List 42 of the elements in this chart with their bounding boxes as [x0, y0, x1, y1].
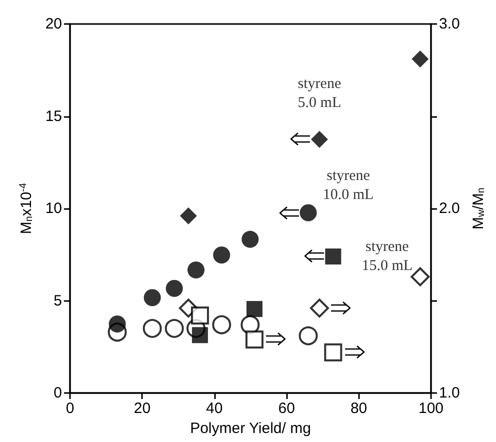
y-tick-label: 10	[45, 200, 62, 217]
point	[164, 318, 184, 338]
point	[108, 316, 126, 332]
x-tick-label: 100	[418, 400, 444, 417]
y2-tick-label: 3.0	[439, 16, 460, 32]
point	[246, 301, 262, 318]
x-axis-title: Polymer Yield/ mg	[190, 420, 311, 437]
x-tick-label: 60	[278, 400, 295, 417]
point	[245, 330, 264, 348]
series-label: styrene 5.0 mL	[298, 76, 342, 111]
x-tick-label: 40	[206, 400, 223, 417]
point	[180, 207, 197, 224]
y-tick-label: 5	[54, 292, 62, 310]
y-tick-label: 15	[45, 108, 62, 125]
point	[325, 248, 342, 264]
point	[412, 50, 429, 68]
point	[324, 343, 342, 362]
y2-tick-label: 1.0	[439, 384, 460, 402]
point	[298, 326, 318, 346]
point	[190, 306, 209, 325]
point	[144, 289, 161, 306]
point	[142, 318, 162, 338]
y-tick-label: 20	[45, 16, 62, 32]
x-tick-label: 80	[350, 400, 368, 417]
x-tick-label: 20	[134, 400, 151, 417]
point	[213, 246, 230, 264]
point	[310, 130, 328, 148]
y-tick-label: 0	[54, 384, 62, 402]
point	[310, 298, 329, 318]
series-label: styrene 10.0 mL	[322, 168, 374, 204]
y-axis-title: Mnx10-4	[18, 182, 35, 234]
point	[188, 261, 204, 278]
point	[242, 230, 259, 248]
point	[192, 327, 208, 344]
x-tick-label: 0	[66, 400, 74, 417]
point	[166, 280, 183, 297]
series-label: styrene 15.0 mL	[362, 238, 413, 274]
point	[300, 204, 317, 222]
y2-tick-label: 2.0	[439, 200, 460, 217]
y2-axis-title: Mw/Mn	[470, 188, 487, 230]
point	[410, 267, 430, 286]
point	[212, 315, 232, 334]
